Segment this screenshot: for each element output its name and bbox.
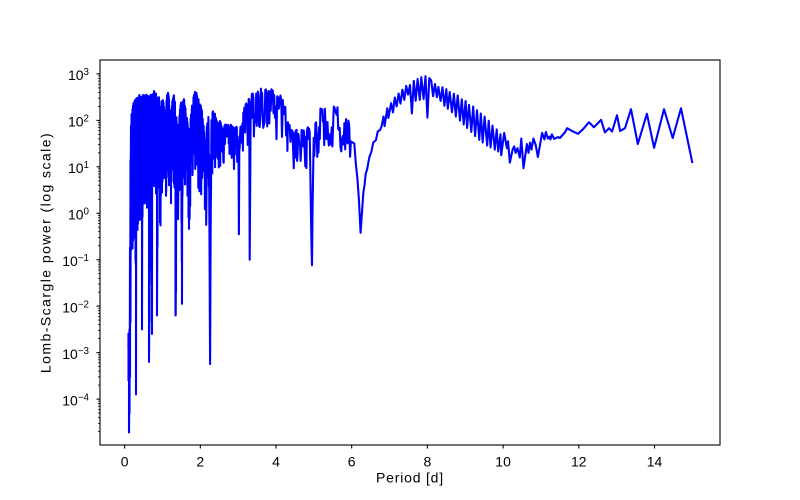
svg-text:8: 8	[424, 454, 432, 470]
svg-text:14: 14	[647, 454, 663, 470]
svg-text:Lomb-Scargle power (log scale): Lomb-Scargle power (log scale)	[38, 132, 54, 373]
svg-text:Period [d]: Period [d]	[376, 470, 444, 486]
svg-text:12: 12	[571, 454, 587, 470]
svg-text:10: 10	[495, 454, 511, 470]
svg-text:0: 0	[121, 454, 129, 470]
svg-text:4: 4	[272, 454, 280, 470]
svg-text:6: 6	[348, 454, 356, 470]
svg-text:2: 2	[196, 454, 204, 470]
